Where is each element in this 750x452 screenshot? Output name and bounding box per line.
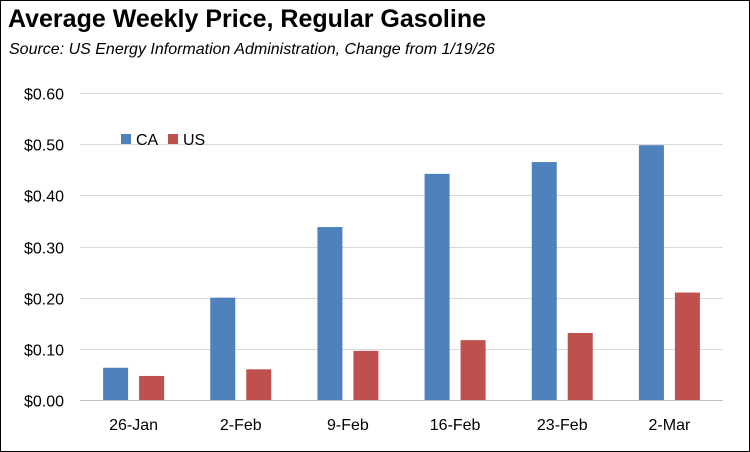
x-tick-label: 23-Feb — [537, 417, 588, 434]
bar-us — [139, 375, 165, 400]
bar-ca — [103, 367, 129, 400]
x-tick-label: 16-Feb — [430, 417, 481, 434]
y-tick-label: $0.50 — [24, 138, 64, 155]
bar-ca — [424, 173, 450, 400]
y-tick-label: $0.60 — [24, 87, 64, 104]
chart-subtitle: Source: US Energy Information Administra… — [9, 41, 495, 58]
bar-ca — [317, 227, 343, 400]
x-tick-label: 9-Feb — [327, 417, 369, 434]
legend-label-us: US — [183, 132, 205, 149]
x-tick-label: 2-Feb — [220, 417, 262, 434]
bar-us — [460, 340, 486, 400]
bar-us — [674, 292, 700, 400]
x-tick-label: 2-Mar — [649, 417, 691, 434]
y-tick-label: $0.00 — [24, 394, 64, 411]
bar-ca — [531, 162, 557, 400]
x-tick-label: 26-Jan — [109, 417, 158, 434]
legend-swatch-us — [168, 134, 178, 144]
y-tick-label: $0.40 — [24, 189, 64, 206]
chart-title: Average Weekly Price, Regular Gasoline — [8, 5, 487, 33]
bar-us — [567, 332, 593, 400]
y-tick-label: $0.30 — [24, 241, 64, 258]
bar-us — [353, 350, 379, 400]
bar-ca — [638, 145, 664, 400]
legend-label-ca: CA — [136, 132, 159, 149]
legend-swatch-ca — [121, 134, 131, 144]
bar-ca — [210, 297, 236, 400]
bar-us — [246, 369, 272, 400]
y-tick-label: $0.10 — [24, 343, 64, 360]
y-tick-label: $0.20 — [24, 292, 64, 309]
